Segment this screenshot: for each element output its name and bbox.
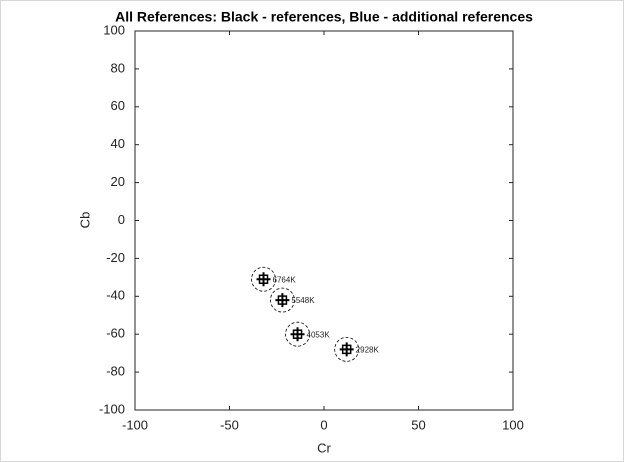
point-label: 4053K	[307, 330, 331, 339]
x-axis-label: Cr	[317, 440, 331, 455]
point-label: 6764K	[273, 275, 297, 284]
point-ring	[251, 266, 276, 292]
point-label: 5548K	[291, 296, 315, 305]
y-tick-label: 100	[103, 22, 125, 37]
y-tick-label: -80	[106, 364, 125, 379]
chart-title: All References: Black - references, Blue…	[115, 9, 533, 25]
y-tick-label: 20	[111, 174, 125, 189]
y-tick-label: 40	[111, 136, 125, 151]
y-tick-label: 60	[111, 98, 125, 113]
y-tick-label: -60	[106, 326, 125, 341]
y-tick-label: -40	[106, 288, 125, 303]
y-axis-label: Cb	[77, 212, 92, 229]
point-cross	[290, 327, 305, 342]
plot-box	[134, 30, 514, 411]
point-label: 2928K	[356, 345, 380, 354]
x-tick-label: 50	[411, 417, 425, 432]
y-tick-label: -20	[106, 250, 125, 265]
y-tick-label: -100	[99, 401, 125, 416]
point-ring	[270, 287, 295, 313]
x-tick-label: -50	[220, 417, 239, 432]
point-cross	[339, 342, 354, 357]
x-tick-label: 0	[320, 417, 327, 432]
x-tick-label: -100	[122, 417, 148, 432]
x-tick-label: 100	[502, 417, 524, 432]
y-tick-label: 80	[111, 60, 125, 75]
point-cross	[256, 272, 271, 287]
y-tick-label: 0	[118, 212, 125, 227]
point-cross	[275, 293, 290, 308]
point-ring	[285, 321, 310, 347]
point-ring	[334, 336, 360, 362]
